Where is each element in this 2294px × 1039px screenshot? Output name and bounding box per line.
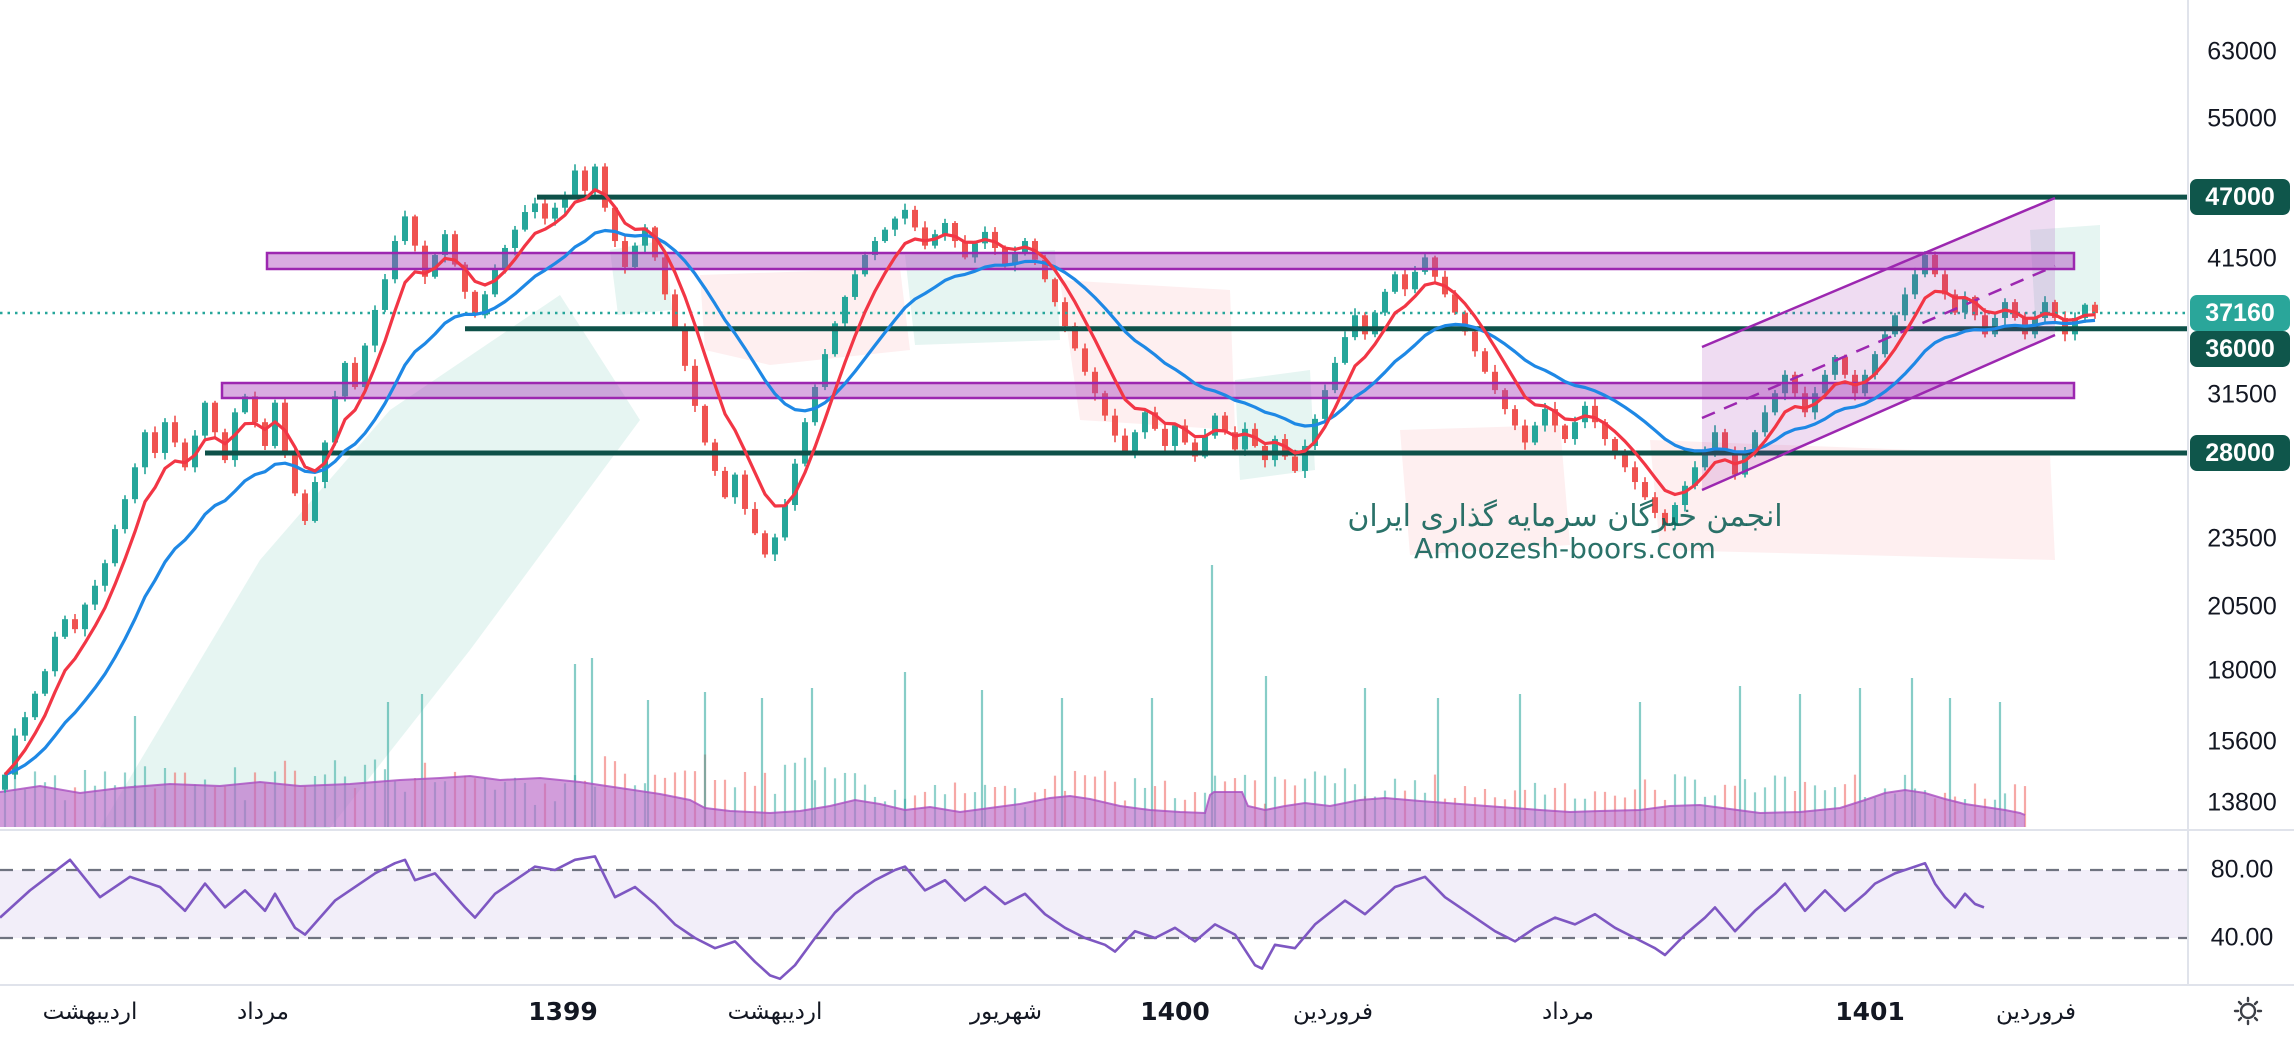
time-axis-month-label: اردیبهشت	[727, 999, 823, 1025]
ichimoku-cloud	[1400, 425, 1570, 555]
rsi-axis-label: 80.00	[2210, 855, 2274, 884]
sun-icon	[2233, 996, 2263, 1026]
price-axis-label: 31500	[2207, 380, 2277, 409]
current-price-badge: 37160	[2190, 295, 2290, 331]
rsi-axis-label: 40.00	[2210, 923, 2274, 952]
price-axis-label: 18000	[2207, 656, 2277, 685]
time-axis-month-label: فروردین	[1995, 999, 2077, 1025]
price-axis-label: 13800	[2207, 788, 2277, 817]
ichimoku-cloud	[1060, 280, 1235, 430]
level-price-badge: 36000	[2190, 331, 2290, 367]
time-axis-year-label: 1401	[1835, 997, 1905, 1026]
time-axis-year-label: 1400	[1140, 997, 1210, 1026]
ma-fast-line	[3, 188, 2096, 776]
time-axis-month-label: اردیبهشت	[42, 999, 138, 1025]
volume-ma-edge	[0, 774, 2026, 816]
price-zone[interactable]	[265, 251, 2076, 271]
ichimoku-cloud	[905, 250, 1060, 345]
ichimoku-cloud	[100, 295, 640, 828]
time-axis-month-label: شهریور	[970, 999, 1042, 1025]
time-axis-month-label: مرداد	[1542, 999, 1594, 1025]
ichimoku-cloud	[1650, 440, 2055, 560]
price-axis-label: 63000	[2207, 37, 2277, 66]
price-axis-label: 15600	[2207, 727, 2277, 756]
trend-channel-fill[interactable]	[1702, 198, 2055, 490]
price-axis-label: 41500	[2207, 244, 2277, 273]
channel-upper-line[interactable]	[1701, 196, 2056, 349]
time-axis-year-label: 1399	[528, 997, 598, 1026]
price-zone[interactable]	[220, 381, 2076, 400]
level-price-badge: 47000	[2190, 179, 2290, 215]
time-axis-month-label: مرداد	[237, 999, 289, 1025]
theme-toggle-button[interactable]	[2226, 992, 2270, 1034]
rsi-band	[0, 870, 2188, 938]
price-axis-label: 23500	[2207, 524, 2277, 553]
channel-lower-line[interactable]	[1701, 333, 2056, 492]
level-price-badge: 28000	[2190, 435, 2290, 471]
price-axis-label: 20500	[2207, 592, 2277, 621]
price-axis-label: 55000	[2207, 104, 2277, 133]
rsi-line	[0, 855, 1985, 981]
channel-midline[interactable]	[1701, 264, 2056, 420]
time-axis-month-label: فروردین	[1292, 999, 1374, 1025]
volume-ma-area	[0, 776, 2025, 827]
